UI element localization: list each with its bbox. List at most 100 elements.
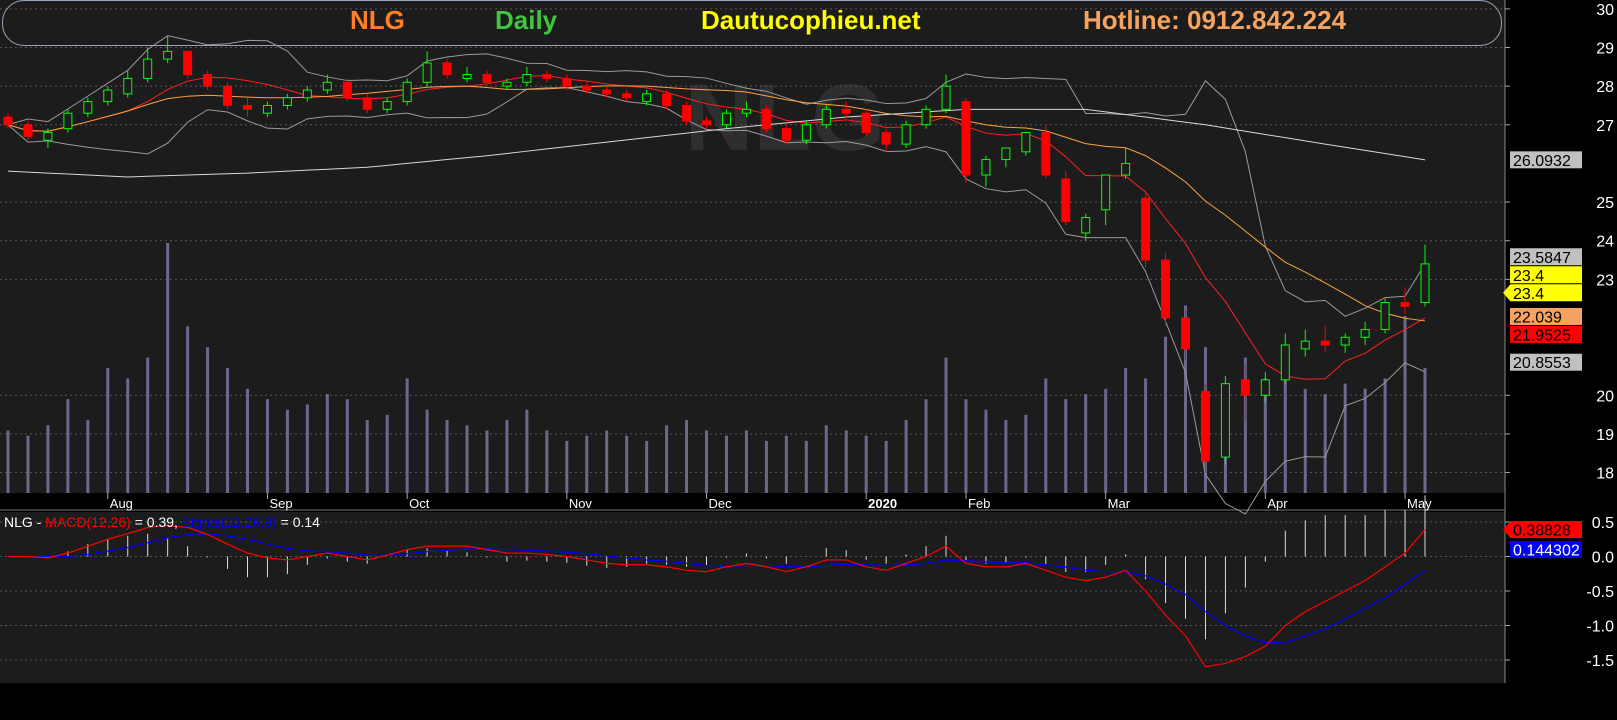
volume-bar	[605, 430, 609, 493]
candle-up	[821, 108, 831, 126]
volume-bar	[705, 430, 709, 493]
volume-bar	[904, 420, 908, 493]
volume-bar	[305, 404, 309, 493]
macd-line	[8, 524, 1426, 668]
volume-bar	[525, 409, 529, 493]
candle-up	[1300, 340, 1310, 350]
candle-down	[482, 74, 492, 83]
volume-bar	[1403, 315, 1407, 493]
candle-up	[1081, 217, 1091, 234]
y-tick-label: 28	[1596, 79, 1614, 96]
candle-up	[502, 81, 512, 87]
x-tick-label: Nov	[569, 496, 593, 511]
legend-signal-value: = 0.14	[276, 514, 320, 530]
candle-down	[602, 89, 612, 95]
price-label-bg	[1510, 151, 1582, 169]
y-tick-label: 23	[1596, 272, 1614, 289]
x-tick-label: Oct	[409, 496, 430, 511]
x-tick-label: Dec	[709, 496, 733, 511]
volume-bar	[1323, 394, 1327, 493]
candle-up	[1420, 263, 1430, 304]
volume-bar	[804, 440, 808, 493]
volume-bar	[744, 430, 748, 493]
candle-down	[442, 62, 452, 76]
price-label: 23.4	[1513, 268, 1544, 285]
price-label-bg	[1510, 325, 1582, 343]
volume-bar	[784, 435, 788, 493]
y-tick-label: 29	[1596, 41, 1614, 58]
candle-up	[123, 77, 133, 95]
x-tick-label: 2020	[868, 496, 897, 511]
candle-down	[3, 116, 13, 126]
volume-bar	[126, 378, 130, 493]
candle-down	[1240, 379, 1250, 396]
volume-bar	[46, 425, 50, 493]
volume-bar	[844, 430, 848, 493]
volume-bar	[1084, 394, 1088, 493]
volume-bar	[984, 409, 988, 493]
candle-down	[781, 128, 791, 141]
volume-bar	[66, 399, 70, 493]
candle-down	[861, 112, 871, 134]
x-tick-label: Sep	[269, 496, 292, 511]
candle-up	[103, 89, 113, 103]
volume-bar	[1104, 388, 1108, 493]
macd-value-label-arrow	[1503, 521, 1510, 538]
candle-down	[1061, 178, 1071, 222]
volume-bar	[1363, 388, 1367, 493]
volume-bar	[1144, 378, 1148, 493]
candle-up	[282, 97, 292, 106]
price-label-bg	[1510, 266, 1582, 284]
macd-legend: NLG - MACD(12,26) = 0.39, Signal(12,26,9…	[4, 514, 320, 530]
price-label: 23.4	[1513, 286, 1544, 303]
volume-bar	[625, 435, 629, 493]
candle-up	[1001, 147, 1011, 161]
volume-bar	[146, 357, 150, 493]
candle-down	[183, 50, 193, 76]
volume-bar	[465, 425, 469, 493]
candle-up	[1380, 302, 1390, 331]
legend-signal: Signal(12,26,9)	[181, 514, 277, 530]
bollinger-upper	[7, 35, 1426, 317]
price-label: 23.5847	[1513, 250, 1571, 267]
volume-bar	[665, 425, 669, 493]
candle-up	[1021, 132, 1031, 153]
candle-up	[941, 85, 951, 110]
macd-value-label: 0.38828	[1513, 523, 1571, 540]
volume-bar	[206, 347, 210, 493]
y-tick-label: 25	[1596, 195, 1614, 212]
candle-up	[1220, 383, 1230, 458]
price-label-bg	[1510, 248, 1582, 266]
volume-bar	[345, 399, 349, 493]
y-tick-label: 20	[1596, 388, 1614, 405]
volume-bar	[724, 435, 728, 493]
volume-bar	[1263, 378, 1267, 493]
candle-up	[921, 108, 931, 126]
y-tick-label: 24	[1596, 234, 1614, 251]
candle-up	[1260, 379, 1270, 396]
volume-bar	[1044, 378, 1048, 493]
x-tick-label: May	[1407, 496, 1432, 511]
candle-down	[23, 124, 33, 137]
price-label-arrow	[1503, 284, 1510, 301]
header-banner: NLG Daily Dautucophieu.net Hotline: 0912…	[2, 0, 1502, 46]
candle-down	[542, 74, 552, 79]
volume-bar	[186, 326, 190, 493]
price-label: 26.0932	[1513, 153, 1571, 170]
candle-up	[1101, 174, 1111, 211]
candle-down	[1181, 317, 1191, 350]
volume-bar	[884, 440, 888, 493]
x-tick-label: Mar	[1108, 496, 1131, 511]
volume-bar	[385, 414, 389, 493]
volume-bar	[645, 440, 649, 493]
hotline: Hotline: 0912.842.224	[1083, 5, 1347, 35]
macd-tick-label: -0.5	[1586, 584, 1614, 601]
volume-bar	[405, 378, 409, 493]
candle-down	[582, 85, 592, 91]
volume-bar	[924, 399, 928, 493]
macd-value-label: 0.144302	[1513, 543, 1580, 560]
volume-bar	[445, 420, 449, 493]
candle-up	[901, 124, 911, 145]
candle-up	[741, 108, 751, 114]
signal-line	[8, 533, 1426, 644]
